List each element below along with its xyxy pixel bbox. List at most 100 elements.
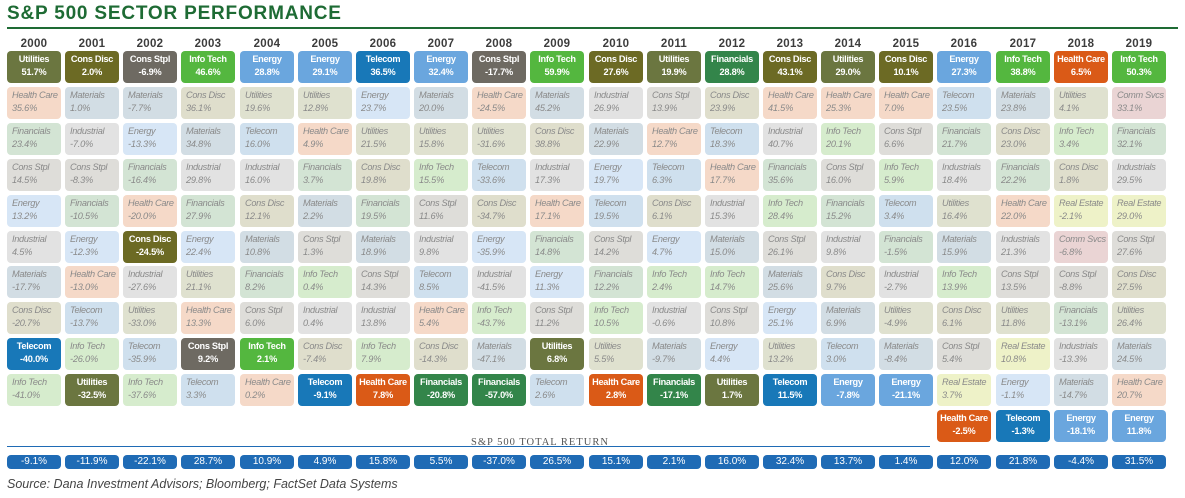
- sector-cell: Energy -12.3%: [65, 231, 119, 263]
- sector-return: 16.0%: [245, 139, 271, 149]
- sector-name: Cons Stpl: [1001, 269, 1039, 279]
- sector-name: Industrials: [942, 162, 981, 172]
- sector-return: 2.0%: [81, 67, 103, 77]
- sector-name: Info Tech: [419, 162, 454, 172]
- sector-return: 17.3%: [535, 175, 561, 185]
- sector-name: Utilities: [245, 90, 272, 100]
- sector-return: 21.7%: [942, 139, 968, 149]
- sector-return: 4.4%: [710, 354, 731, 364]
- sector-cell: Telecom 8.5%: [414, 266, 468, 298]
- sector-return: 6.9%: [826, 318, 847, 328]
- year-header-2003: 2003: [194, 38, 222, 50]
- sector-name: Info Tech: [12, 377, 47, 387]
- sector-name: Utilities: [832, 54, 864, 64]
- sector-name: Materials: [361, 234, 396, 244]
- sector-name: Health Care: [826, 90, 872, 100]
- sector-cell: Materials 18.9%: [356, 231, 410, 263]
- sector-cell: Energy -7.8%: [821, 374, 875, 406]
- sector-name: Financials: [826, 198, 865, 208]
- sector-name: Energy: [128, 126, 156, 136]
- total-return-2007: 5.5%: [414, 455, 468, 469]
- sector-return: 13.8%: [361, 318, 387, 328]
- sector-cell: Financials 32.1%: [1112, 123, 1166, 155]
- sector-cell: Health Care 25.3%: [821, 87, 875, 119]
- total-return-2017: 21.8%: [996, 455, 1050, 469]
- total-return-2019: 31.5%: [1112, 455, 1166, 469]
- sector-name: Energy: [361, 90, 389, 100]
- sector-cell: Financials -1.5%: [879, 231, 933, 263]
- sector-name: Cons Stpl: [12, 162, 50, 172]
- sector-return: 6.1%: [652, 211, 673, 221]
- sector-cell: Info Tech 59.9%: [530, 51, 584, 83]
- sector-cell: Info Tech 10.5%: [589, 302, 643, 334]
- sector-return: 3.7%: [303, 175, 324, 185]
- year-header-2010: 2010: [602, 38, 630, 50]
- sector-cell: Utilities 29.0%: [821, 51, 875, 83]
- sector-cell: Industrial -7.0%: [65, 123, 119, 155]
- sector-name: Financials: [711, 54, 753, 64]
- sector-return: -1.1%: [1001, 390, 1025, 400]
- sector-return: 6.1%: [942, 318, 963, 328]
- sector-return: 5.9%: [884, 175, 905, 185]
- sector-cell: Industrial -2.7%: [879, 266, 933, 298]
- sector-return: 27.5%: [1117, 282, 1143, 292]
- sector-cell: Industrial 40.7%: [763, 123, 817, 155]
- sector-return: 6.3%: [652, 175, 673, 185]
- sector-return: 1.3%: [303, 247, 324, 257]
- sector-return: -18.1%: [1067, 426, 1095, 436]
- sector-cell: Materials -9.7%: [647, 338, 701, 370]
- sector-cell: Real Estate 10.8%: [996, 338, 1050, 370]
- sector-cell: Industrial 9.8%: [414, 231, 468, 263]
- sector-name: Materials: [1117, 341, 1152, 351]
- sector-name: Telecom: [365, 54, 401, 64]
- sector-return: 28.8%: [254, 67, 280, 77]
- sector-return: -13.1%: [1059, 318, 1087, 328]
- year-header-2001: 2001: [78, 38, 106, 50]
- total-return-2010: 15.1%: [589, 455, 643, 469]
- sector-cell: Financials 14.8%: [530, 231, 584, 263]
- sector-name: Real Estate: [1001, 341, 1046, 351]
- sector-return: 22.9%: [594, 139, 620, 149]
- sector-cell: Info Tech 46.6%: [181, 51, 235, 83]
- sector-name: Cons Disc: [942, 305, 982, 315]
- sector-return: -37.6%: [128, 390, 156, 400]
- sector-name: Energy: [710, 341, 738, 351]
- sector-cell: Info Tech 28.4%: [763, 195, 817, 227]
- sector-cell: Energy 11.3%: [530, 266, 584, 298]
- sector-return: -9.7%: [652, 354, 676, 364]
- sector-cell: Industrial 9.8%: [821, 231, 875, 263]
- sector-return: 32.1%: [1117, 139, 1143, 149]
- sector-return: -35.9%: [477, 247, 505, 257]
- year-header-2012: 2012: [718, 38, 746, 50]
- sector-return: 5.4%: [942, 354, 963, 364]
- sector-name: Info Tech: [1004, 54, 1042, 64]
- sector-return: -33.0%: [128, 318, 156, 328]
- sector-return: 11.5%: [777, 390, 803, 400]
- sector-cell: Industrial 4.5%: [7, 231, 61, 263]
- sector-return: -13.7%: [70, 318, 98, 328]
- sector-cell: Energy -21.1%: [879, 374, 933, 406]
- sector-cell: Cons Stpl -8.3%: [65, 159, 119, 191]
- sector-name: Financials: [1059, 305, 1098, 315]
- sector-cell: Utilities 26.4%: [1112, 302, 1166, 334]
- sector-cell: Energy 23.7%: [356, 87, 410, 119]
- sector-return: 27.6%: [603, 67, 629, 77]
- sector-cell: Cons Disc 6.1%: [937, 302, 991, 334]
- sector-return: 10.1%: [893, 67, 919, 77]
- sector-cell: Cons Disc -24.5%: [123, 231, 177, 263]
- sector-cell: Cons Stpl 26.1%: [763, 231, 817, 263]
- sector-return: 2.1%: [256, 354, 278, 364]
- sector-cell: Materials 1.0%: [65, 87, 119, 119]
- sector-cell: Health Care 4.9%: [298, 123, 352, 155]
- sector-return: 11.6%: [419, 211, 444, 221]
- sector-return: 11.3%: [535, 282, 560, 292]
- sector-return: 10.8%: [710, 318, 736, 328]
- sector-name: Industrial: [477, 269, 512, 279]
- sector-cell: Utilities 21.1%: [181, 266, 235, 298]
- sector-name: Info Tech: [594, 305, 629, 315]
- sector-return: 9.2%: [197, 354, 219, 364]
- sector-name: Cons Disc: [303, 341, 343, 351]
- sector-cell: Cons Stpl 6.0%: [240, 302, 294, 334]
- sector-return: -2.7%: [884, 282, 908, 292]
- year-header-2005: 2005: [311, 38, 339, 50]
